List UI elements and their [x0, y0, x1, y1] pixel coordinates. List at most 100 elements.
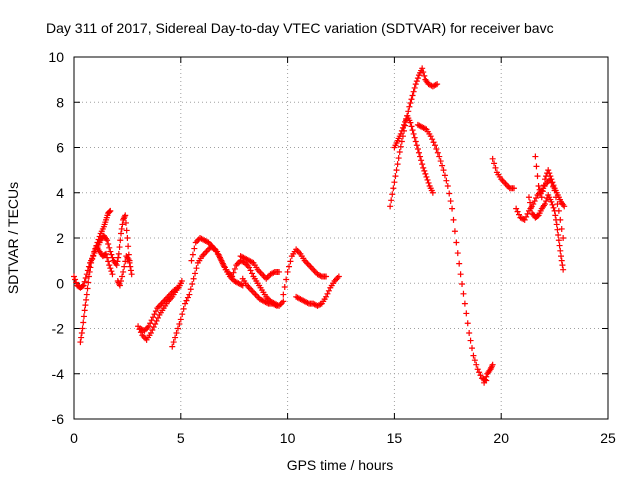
- data-point: [105, 258, 112, 265]
- data-point: [286, 263, 293, 270]
- data-point: [431, 142, 438, 149]
- data-point: [71, 273, 77, 280]
- data-point: [447, 198, 454, 205]
- data-point: [177, 316, 184, 323]
- data-point: [539, 188, 546, 195]
- data-point: [247, 267, 254, 274]
- data-point: [104, 254, 111, 261]
- data-point: [169, 343, 176, 350]
- data-point: [551, 207, 558, 214]
- data-point: [405, 108, 412, 115]
- data-point: [106, 208, 113, 215]
- data-point: [555, 231, 562, 238]
- data-point: [122, 219, 129, 226]
- series-s18: [489, 155, 518, 192]
- data-point: [434, 149, 441, 156]
- data-point: [79, 325, 86, 332]
- data-point: [104, 237, 111, 244]
- series-s9: [229, 257, 287, 309]
- data-point: [215, 251, 222, 258]
- data-point: [214, 248, 221, 255]
- data-point: [548, 176, 555, 183]
- data-point: [119, 273, 126, 280]
- data-point: [273, 302, 280, 309]
- data-point: [521, 216, 528, 223]
- x-tick-label: 0: [70, 430, 78, 446]
- data-point: [545, 167, 552, 174]
- data-point: [391, 179, 398, 186]
- data-point: [444, 182, 451, 189]
- data-point: [511, 185, 518, 192]
- data-points: [71, 65, 568, 386]
- series-s16: [414, 121, 490, 384]
- x-tick-label: 15: [387, 430, 403, 446]
- data-point: [82, 274, 89, 281]
- data-point: [397, 130, 404, 137]
- data-point: [107, 248, 114, 255]
- data-point: [147, 320, 154, 327]
- data-point: [189, 281, 196, 288]
- data-point: [394, 161, 401, 168]
- data-point: [77, 339, 84, 346]
- data-point: [534, 213, 541, 220]
- data-point: [388, 197, 395, 204]
- data-point: [454, 250, 461, 257]
- data-point: [117, 237, 124, 244]
- data-point: [429, 189, 436, 196]
- data-point: [150, 314, 157, 321]
- data-point: [150, 323, 157, 330]
- data-point: [408, 96, 415, 103]
- data-point: [477, 372, 484, 379]
- data-point: [193, 265, 200, 272]
- data-point: [120, 268, 127, 275]
- data-point: [116, 244, 123, 251]
- data-point: [187, 286, 194, 293]
- data-point: [172, 334, 179, 341]
- data-point: [549, 201, 556, 208]
- data-point: [461, 300, 468, 307]
- data-point: [83, 296, 90, 303]
- data-point: [525, 194, 532, 201]
- data-point: [561, 203, 568, 210]
- data-point: [474, 366, 481, 373]
- series-s10: [237, 253, 283, 282]
- data-point: [115, 250, 122, 257]
- data-point: [528, 204, 535, 211]
- data-point: [434, 81, 441, 88]
- data-point: [549, 179, 556, 186]
- data-point: [280, 298, 287, 305]
- data-point: [558, 225, 565, 232]
- data-point: [449, 205, 456, 212]
- data-point: [450, 216, 457, 223]
- data-point: [392, 173, 399, 180]
- data-point: [389, 191, 396, 198]
- data-point: [108, 268, 115, 275]
- data-point: [106, 262, 113, 269]
- data-point: [107, 265, 114, 272]
- data-point: [430, 139, 437, 146]
- data-point: [451, 228, 458, 235]
- data-point: [414, 75, 421, 82]
- data-point: [119, 221, 126, 228]
- data-point: [79, 283, 86, 290]
- y-tick-label: -2: [52, 321, 65, 337]
- data-point: [284, 268, 291, 275]
- data-point: [408, 123, 415, 130]
- data-point: [446, 190, 453, 197]
- y-tick-label: 10: [48, 49, 64, 65]
- data-point: [533, 195, 540, 202]
- data-point: [467, 337, 474, 344]
- data-point: [540, 182, 547, 189]
- data-point: [393, 167, 400, 174]
- data-point: [441, 172, 448, 179]
- data-point: [412, 81, 419, 88]
- data-point: [192, 270, 199, 277]
- data-point: [78, 330, 85, 337]
- chart-title: Day 311 of 2017, Sidereal Day-to-day VTE…: [46, 20, 554, 36]
- series-s2: [77, 207, 114, 346]
- data-point: [558, 253, 565, 260]
- data-point: [90, 252, 97, 259]
- data-point: [483, 373, 490, 380]
- data-point: [421, 72, 428, 79]
- data-point: [491, 160, 498, 167]
